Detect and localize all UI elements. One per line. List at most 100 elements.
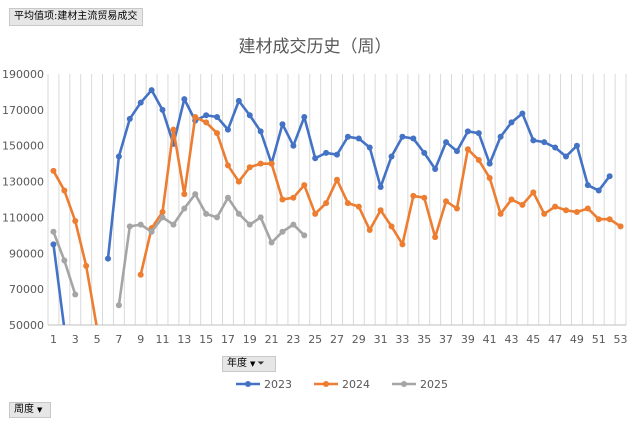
- x-tick-label: 5: [94, 333, 101, 346]
- data-point: [235, 210, 242, 217]
- data-point: [104, 255, 111, 262]
- data-point: [312, 155, 319, 162]
- x-tick-label: 27: [330, 333, 344, 346]
- x-tick-label: 21: [265, 333, 279, 346]
- data-point: [497, 133, 504, 140]
- week-field-label: 周度: [14, 404, 34, 415]
- series-line-2024: [139, 115, 622, 277]
- data-point: [214, 130, 221, 137]
- data-point: [181, 191, 188, 198]
- data-point: [94, 326, 100, 332]
- x-tick-label: 53: [614, 333, 628, 346]
- y-tick-label: 150000: [2, 140, 44, 153]
- data-point: [192, 114, 199, 121]
- data-point: [432, 166, 439, 173]
- x-tick-label: 7: [115, 333, 122, 346]
- data-point: [344, 200, 351, 207]
- data-point: [323, 200, 330, 207]
- legend-item-2024: 2024: [314, 378, 370, 391]
- data-point: [475, 130, 482, 137]
- data-point: [312, 210, 319, 217]
- data-point: [519, 201, 526, 208]
- y-axis: 50000 70000 90000 110000 130000 150000 170000 1…: [2, 68, 44, 332]
- data-point: [443, 198, 450, 205]
- value-field-button[interactable]: 平均值项:建材主流贸易成交: [9, 8, 143, 26]
- x-tick-label: 13: [177, 333, 191, 346]
- data-point: [192, 191, 199, 198]
- data-point: [214, 214, 221, 221]
- data-point: [257, 160, 264, 167]
- data-point: [552, 203, 559, 210]
- data-point: [453, 205, 460, 212]
- x-tick-label: 1: [50, 333, 57, 346]
- data-point: [148, 87, 155, 94]
- x-tick-label: 19: [243, 333, 257, 346]
- data-point: [421, 194, 428, 201]
- data-point: [290, 142, 297, 149]
- data-point: [290, 194, 297, 201]
- data-point: [181, 205, 188, 212]
- x-tick-label: 37: [439, 333, 453, 346]
- data-point: [72, 291, 79, 298]
- y-tick-label: 70000: [9, 283, 44, 296]
- legend-item-2025: 2025: [392, 378, 448, 391]
- y-tick-label: 50000: [9, 319, 44, 332]
- data-point: [290, 221, 297, 228]
- data-point: [563, 153, 570, 160]
- data-point: [246, 221, 253, 228]
- data-point: [377, 207, 384, 214]
- data-point: [573, 142, 580, 149]
- year-field-button[interactable]: 年度 ▼ ⏷: [222, 356, 276, 372]
- legend-label: 2023: [264, 378, 292, 391]
- data-point: [137, 99, 144, 106]
- data-point: [464, 146, 471, 153]
- data-point: [301, 114, 308, 121]
- data-point: [377, 183, 384, 190]
- x-tick-label: 31: [374, 333, 388, 346]
- legend-marker: [401, 381, 407, 387]
- data-point: [399, 241, 406, 248]
- data-point: [497, 210, 504, 217]
- y-tick-label: 170000: [2, 104, 44, 117]
- data-point: [366, 144, 373, 151]
- data-point: [126, 115, 133, 122]
- data-point: [541, 139, 548, 146]
- data-point: [519, 110, 526, 117]
- series-2025: [50, 191, 308, 309]
- x-tick-label: 3: [72, 333, 79, 346]
- data-point: [410, 135, 417, 142]
- data-point: [61, 187, 68, 194]
- data-point: [203, 119, 210, 126]
- data-point: [203, 210, 210, 217]
- data-point: [126, 223, 133, 230]
- x-tick-label: 41: [483, 333, 497, 346]
- dropdown-arrow-icon: ▼: [37, 406, 43, 414]
- data-point: [508, 196, 515, 203]
- legend-item-2023: 2023: [236, 378, 292, 391]
- data-point: [279, 228, 286, 235]
- data-point: [170, 221, 177, 228]
- data-point: [148, 228, 155, 235]
- data-point: [224, 194, 231, 201]
- dropdown-arrow-icon: ▼: [250, 360, 256, 368]
- data-point: [50, 167, 57, 174]
- legend-label: 2025: [420, 378, 448, 391]
- data-point: [159, 209, 166, 216]
- series-2024: [50, 114, 624, 332]
- legend-marker: [245, 381, 251, 387]
- x-tick-label: 43: [504, 333, 518, 346]
- data-point: [617, 223, 624, 230]
- x-tick-label: 29: [352, 333, 366, 346]
- x-tick-label: 15: [199, 333, 213, 346]
- data-point: [301, 182, 308, 189]
- data-point: [355, 135, 362, 142]
- data-point: [606, 173, 613, 180]
- data-point: [224, 162, 231, 169]
- data-point: [541, 210, 548, 217]
- data-point: [443, 139, 450, 146]
- data-point: [181, 96, 188, 103]
- data-point: [399, 133, 406, 140]
- data-point: [72, 218, 79, 225]
- data-point: [410, 192, 417, 199]
- week-field-button[interactable]: 周度 ▼: [9, 402, 51, 418]
